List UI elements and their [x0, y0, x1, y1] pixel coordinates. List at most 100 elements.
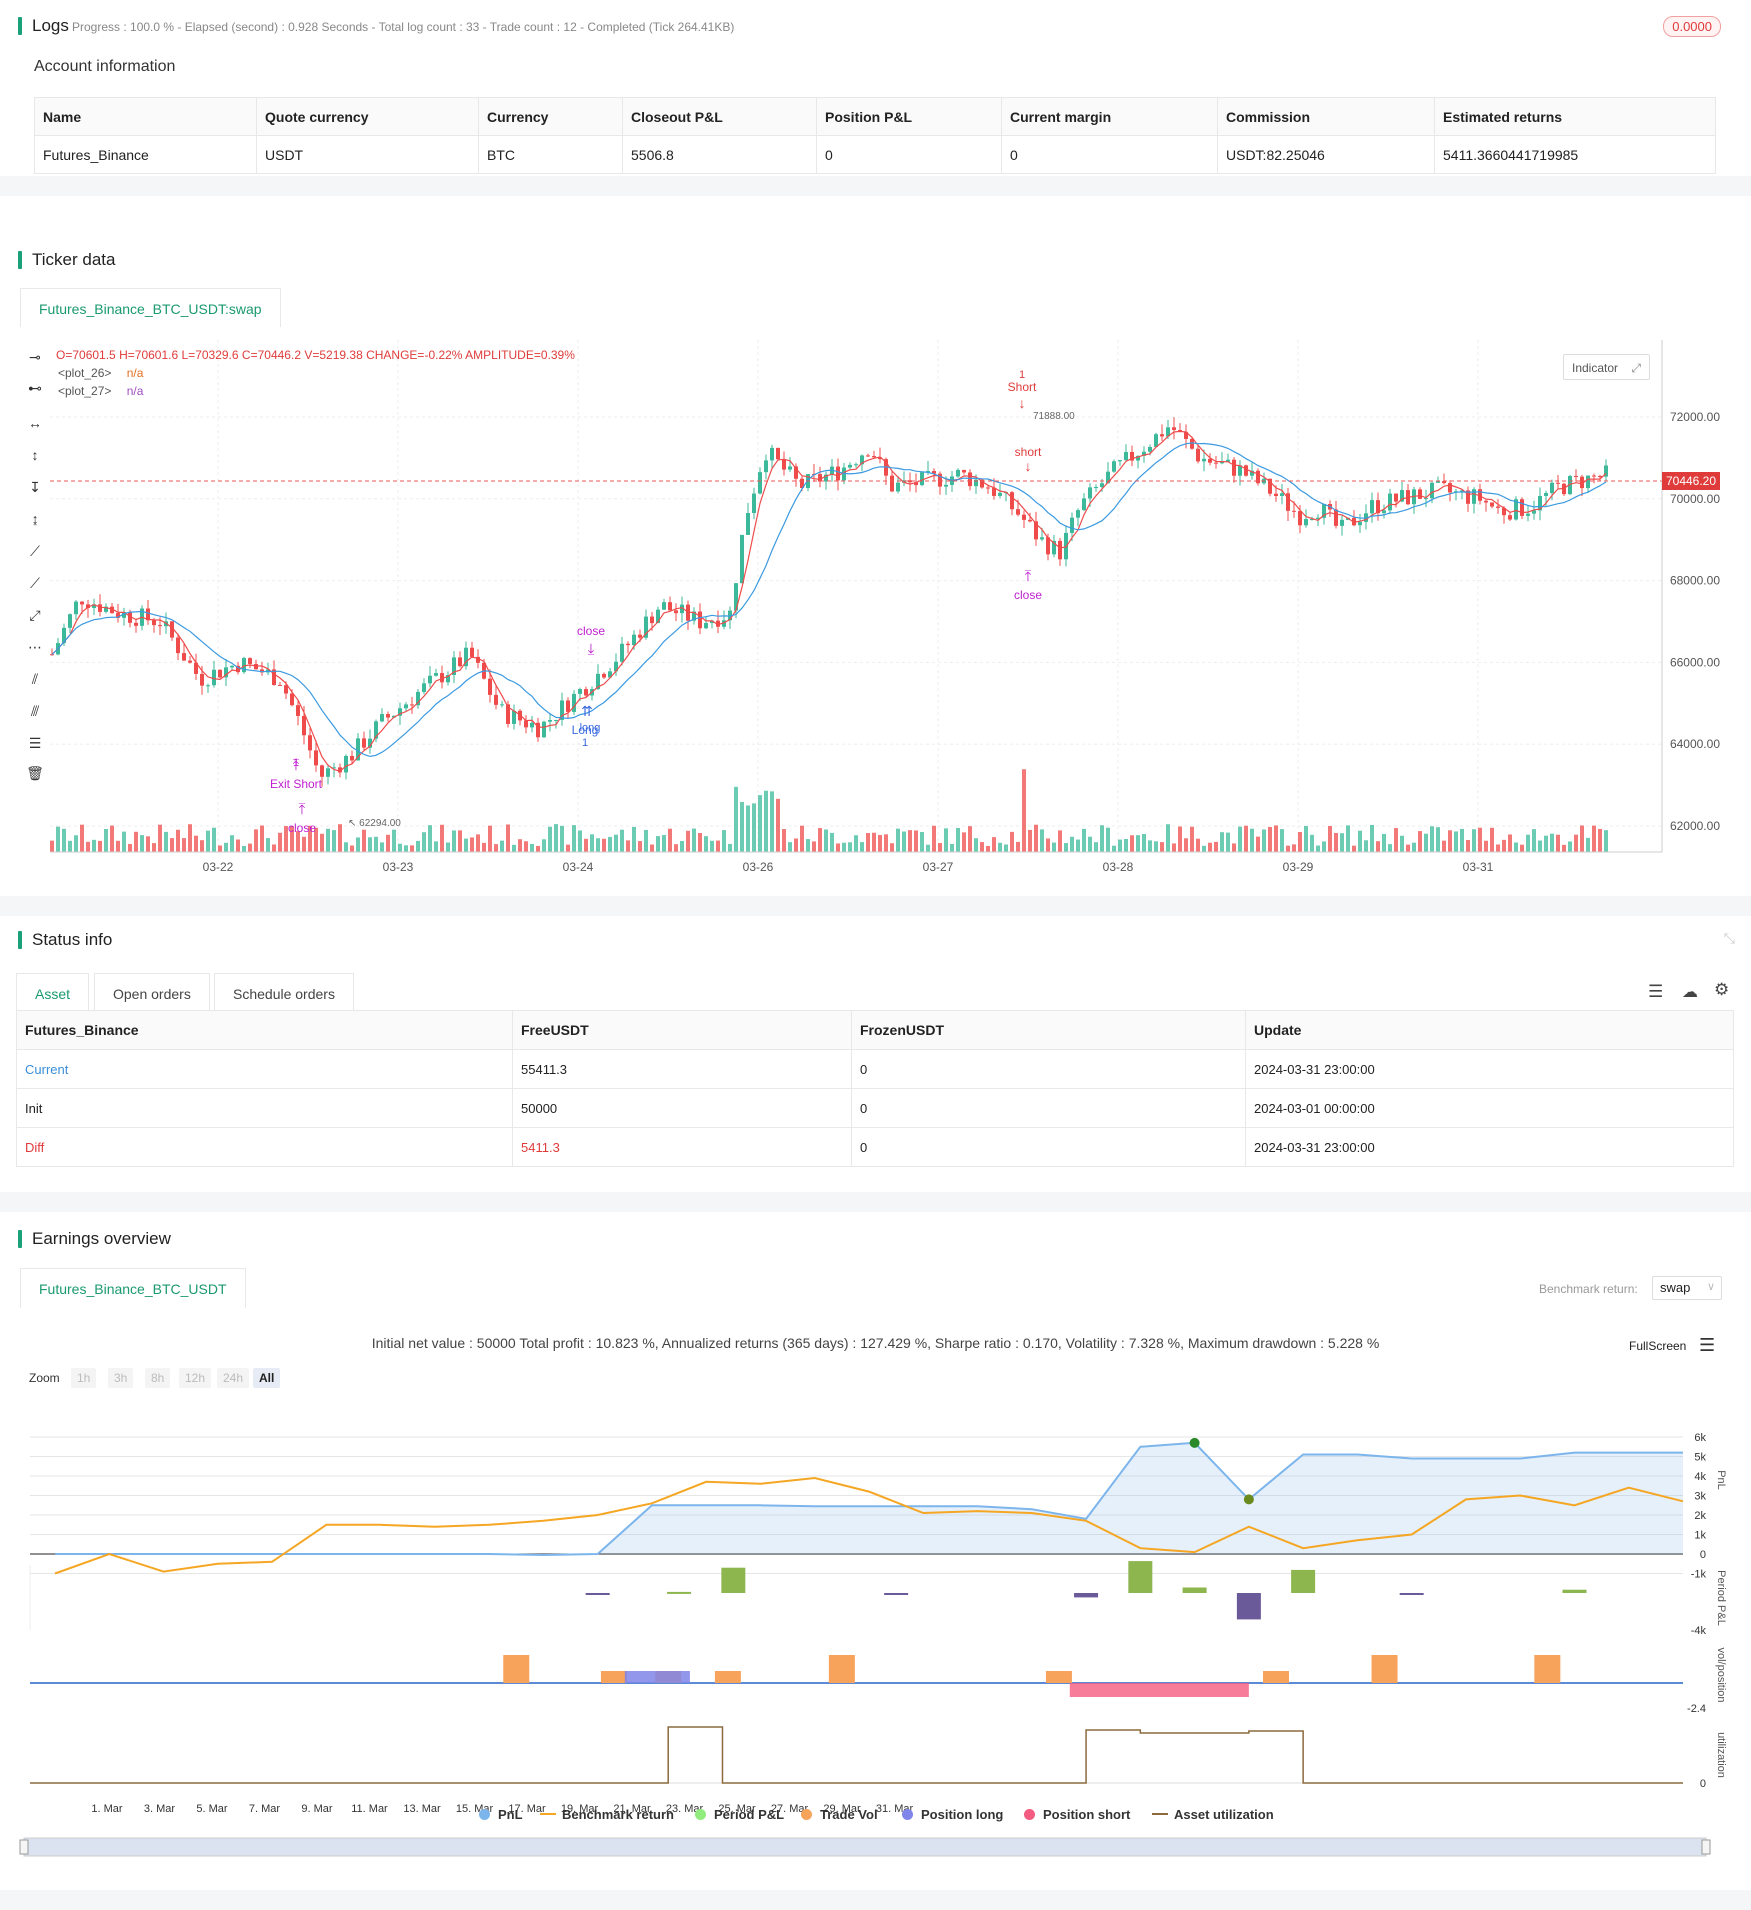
zoom-all-button[interactable]: All — [253, 1368, 281, 1388]
tab-earnings-symbol[interactable]: Futures_Binance_BTC_USDT — [20, 1268, 246, 1308]
volume-bar — [350, 845, 354, 852]
volume-bar — [566, 844, 570, 852]
fullscreen-button[interactable]: FullScreen — [1629, 1339, 1687, 1353]
vol-tick-label: -2.4 — [1687, 1703, 1706, 1715]
candle-body — [692, 611, 696, 621]
volume-bar — [1424, 833, 1428, 852]
menu-icon[interactable]: ☰ — [1699, 1335, 1716, 1355]
volume-bar — [1256, 836, 1260, 852]
ticker-candlestick-chart[interactable]: 72000.00 70000.00 68000.00 66000.00 64000.00… — [0, 0, 1751, 900]
candle-body — [230, 665, 234, 668]
volume-bar — [1106, 827, 1110, 852]
volume-bar — [554, 824, 558, 852]
volume-bar — [1220, 832, 1224, 852]
trade-vol-bar — [1371, 1655, 1398, 1683]
volume-bar — [620, 829, 624, 852]
earnings-chart[interactable]: 6k 5k 4k 3k 2k 1k 0 -1k -4k -2.4 0 PnL Period P&L vol… — [0, 1390, 1751, 1910]
volume-bar — [1586, 837, 1590, 852]
legend-benchmark[interactable]: Benchmark return — [540, 1807, 674, 1822]
fib-retracement-tool-icon[interactable]: ☰ — [28, 735, 42, 751]
navigator[interactable] — [19, 1837, 1711, 1857]
ohlc-o-label: O= — [56, 348, 73, 362]
zoom-3h-button[interactable]: 3h — [108, 1368, 134, 1388]
volume-bars — [50, 769, 1608, 852]
volume-bar — [1526, 834, 1530, 852]
candle-body — [422, 683, 426, 692]
volume-bar — [482, 842, 486, 852]
volume-bar — [932, 825, 936, 852]
vertical-segment-tool-icon[interactable]: ↨ — [31, 511, 39, 527]
candle-body — [440, 673, 444, 683]
candle-body — [272, 669, 276, 685]
legend-asset-utilization[interactable]: Asset utilization — [1152, 1807, 1274, 1822]
ohlc-amp-label: AMPLITUDE= — [465, 348, 541, 362]
legend-position-long[interactable]: Position long — [902, 1807, 1003, 1822]
price-range-tool-icon[interactable]: ⋯ — [28, 639, 42, 655]
volume-bar — [506, 824, 510, 852]
trash-icon[interactable]: 🗑 — [26, 765, 44, 781]
tab-open-orders[interactable]: Open orders — [94, 973, 210, 1013]
candle-body — [548, 720, 552, 722]
volume-bar — [140, 835, 144, 852]
candle-body — [362, 738, 366, 748]
candle-body — [578, 689, 582, 694]
volume-bar — [1100, 825, 1104, 852]
legend-trade-vol[interactable]: Trade Vol — [801, 1807, 878, 1822]
zoom-8h-button[interactable]: 8h — [145, 1368, 171, 1388]
horizontal-segment-tool-icon[interactable]: ↔ — [28, 415, 42, 431]
fib-channel-tool-icon[interactable]: ⫻ — [30, 703, 40, 719]
candle-body — [170, 621, 174, 638]
candle-body — [908, 480, 912, 483]
vertical-line-tool-icon[interactable]: ↕ — [31, 447, 39, 463]
candle-body — [932, 471, 936, 474]
zoom-24h-button[interactable]: 24h — [217, 1368, 250, 1388]
chart-background — [50, 340, 1662, 852]
candle-body — [1058, 540, 1062, 560]
cell: 2024-03-31 23:00:00 — [1245, 1049, 1734, 1089]
col-quote-currency: Quote currency — [256, 97, 479, 136]
tab-schedule-orders[interactable]: Schedule orders — [214, 973, 354, 1013]
row-label-current[interactable]: Current — [16, 1049, 513, 1089]
legend-position-short[interactable]: Position short — [1024, 1807, 1130, 1822]
candle-body — [98, 604, 102, 612]
list-icon[interactable]: ☰ — [1648, 982, 1664, 1001]
volume-bar — [782, 829, 786, 852]
volume-bar — [242, 845, 246, 852]
settings-icon[interactable]: ⚙ — [1714, 980, 1730, 999]
row-label-init: Init — [16, 1088, 513, 1128]
table-header-row: Futures_Binance FreeUSDT FrozenUSDT Upda… — [16, 1010, 1734, 1050]
tab-ticker-symbol[interactable]: Futures_Binance_BTC_USDT:swap — [20, 288, 281, 327]
date-tick-label: 21. Mar — [613, 1803, 651, 1815]
indicator-button[interactable]: Indicator ⤢ — [1563, 354, 1650, 380]
parallel-channel-tool-icon[interactable]: ⫽ — [31, 671, 39, 687]
collapse-icon[interactable]: ⤡ — [1723, 930, 1735, 946]
volume-bar — [1148, 840, 1152, 852]
tab-asset[interactable]: Asset — [16, 973, 90, 1013]
trend-line-tool-icon[interactable]: ⟋ — [30, 543, 40, 559]
volume-bar — [488, 825, 492, 852]
cloud-download-icon[interactable]: ☁ — [1682, 984, 1698, 1001]
logs-badge: 0.0000 — [1663, 16, 1721, 37]
date-tick-label: 5. Mar — [196, 1803, 228, 1815]
candle-body — [710, 620, 714, 624]
benchmark-select[interactable]: swap ∨ — [1652, 1276, 1722, 1300]
zoom-12h-button[interactable]: 12h — [179, 1368, 212, 1388]
legend-pnl[interactable]: PnL — [479, 1807, 523, 1822]
volume-bar — [992, 837, 996, 852]
volume-bar — [1430, 826, 1434, 852]
volume-bar — [524, 841, 528, 852]
zoom-1h-button[interactable]: 1h — [71, 1368, 97, 1388]
candle-body — [290, 693, 294, 706]
candle-body — [752, 493, 756, 514]
candle-body — [968, 472, 972, 487]
volume-bar — [356, 837, 360, 852]
candle-body — [788, 466, 792, 470]
ray-tool-icon[interactable]: ⟋ — [30, 575, 40, 591]
extended-line-tool-icon[interactable]: ⤢ — [29, 607, 41, 623]
horizontal-ray-tool-icon[interactable]: ⊸ — [29, 349, 41, 365]
horizontal-line-tool-icon[interactable]: ⊷ — [28, 380, 42, 396]
candle-body — [1436, 481, 1440, 483]
candle-body — [302, 715, 306, 736]
legend-period-pnl[interactable]: Period P&L — [695, 1807, 784, 1822]
vertical-ray-tool-icon[interactable]: ↧ — [29, 479, 41, 495]
